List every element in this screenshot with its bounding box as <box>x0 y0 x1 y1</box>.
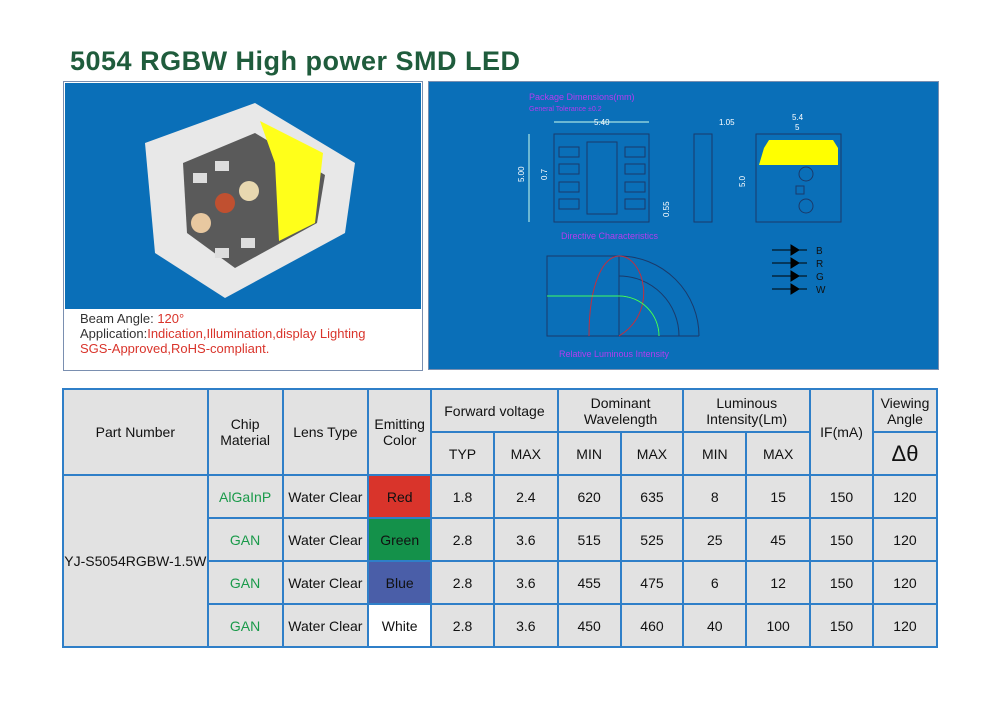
vf-typ-cell: 2.8 <box>430 603 495 648</box>
lens-type-cell: Water Clear <box>281 560 370 605</box>
intensity-label: Relative Luminous Intensity <box>559 349 670 359</box>
lm-min-cell: 40 <box>682 603 748 648</box>
part-number-cell: YJ-S5054RGBW-1.5W <box>62 474 209 648</box>
header-lm-max: MAX <box>745 431 812 476</box>
pin-label-b: B <box>816 246 823 257</box>
beam-angle-label: Beam Angle: <box>80 311 158 326</box>
emitting-color-cell: Blue <box>367 560 433 605</box>
dim-height: 5.00 <box>517 166 526 182</box>
header-vf-typ: TYP <box>430 431 495 476</box>
directive-title: Directive Characteristics <box>561 231 659 241</box>
application-value: Indication,Illumination,display Lighting <box>147 326 366 341</box>
header-dominant-wavelength: Dominant Wavelength <box>556 388 685 433</box>
vf-max-cell: 3.6 <box>492 517 559 562</box>
header-forward-voltage: Forward voltage <box>430 388 559 433</box>
header-viewing-angle: Viewing Angle <box>871 388 939 433</box>
side-view-drawing <box>693 133 713 223</box>
pin-label-w: W <box>816 285 826 296</box>
lm-min-cell: 25 <box>682 517 748 562</box>
front-view-drawing <box>755 133 842 223</box>
tolerance-text: General Tolerance ±0.2 <box>529 106 602 113</box>
certification-text: SGS-Approved,RoHS-compliant. <box>80 341 270 356</box>
pin-diagram <box>772 244 807 295</box>
lens-type-cell: Water Clear <box>281 517 370 562</box>
table-row: GAN Water Clear Green 2.8 3.6 515 525 25 45 150 12… <box>63 517 939 562</box>
dim-width: 5.40 <box>594 118 610 127</box>
application-label: Application: <box>80 326 148 341</box>
pin-label-r: R <box>816 259 823 270</box>
vf-max-cell: 3.6 <box>492 560 559 605</box>
if-cell: 150 <box>809 474 874 519</box>
lm-max-cell: 45 <box>745 517 812 562</box>
chip-material-cell: GAN <box>206 603 284 648</box>
header-part-number: Part Number <box>62 388 209 476</box>
vf-typ-cell: 2.8 <box>430 517 495 562</box>
spec-table: Part Number Chip Material Lens Type Emit… <box>62 388 939 648</box>
vf-typ-cell: 1.8 <box>430 474 495 519</box>
wl-min-cell: 455 <box>556 560 622 605</box>
lm-min-cell: 8 <box>682 474 748 519</box>
wl-max-cell: 525 <box>619 517 685 562</box>
wl-min-cell: 620 <box>556 474 622 519</box>
header-wl-max: MAX <box>619 431 685 476</box>
wl-min-cell: 450 <box>556 603 622 648</box>
header-vf-max: MAX <box>492 431 559 476</box>
dim-pad: 0.55 <box>662 201 671 217</box>
header-emitting-color: Emitting Color <box>367 388 433 476</box>
chip-material-cell: AlGaInP <box>206 474 284 519</box>
wl-min-cell: 515 <box>556 517 622 562</box>
lens-type-cell: Water Clear <box>281 474 370 519</box>
header-if: IF(mA) <box>809 388 874 476</box>
header-lm-min: MIN <box>682 431 748 476</box>
vf-max-cell: 2.4 <box>492 474 559 519</box>
beam-angle-value: 120° <box>157 311 185 326</box>
dim-pitch: 0.7 <box>540 168 549 180</box>
chip-material-cell: GAN <box>206 517 284 562</box>
dimensions-panel: Package Dimensions(mm) General Tolerance… <box>428 81 939 370</box>
lm-min-cell: 6 <box>682 560 748 605</box>
lm-max-cell: 12 <box>745 560 812 605</box>
if-cell: 150 <box>809 603 874 648</box>
package-dimensions-title: Package Dimensions(mm) <box>529 92 635 102</box>
viewing-angle-cell: 120 <box>871 603 939 648</box>
emitting-color-cell: Green <box>367 517 433 562</box>
wl-max-cell: 475 <box>619 560 685 605</box>
dim-inner-width: 5 <box>795 123 800 132</box>
table-row: YJ-S5054RGBW-1.5W AlGaInP Water Clear Red 1.… <box>62 474 939 648</box>
dim-side-height: 5.0 <box>738 175 747 187</box>
viewing-angle-cell: 120 <box>871 560 939 605</box>
header-chip-material: Chip Material <box>206 388 284 476</box>
dim-thickness: 1.05 <box>719 118 735 127</box>
led-photo <box>65 83 421 309</box>
lens-type-cell: Water Clear <box>281 603 370 648</box>
viewing-angle-cell: 120 <box>871 517 939 562</box>
lm-max-cell: 100 <box>745 603 812 648</box>
header-wl-min: MIN <box>556 431 622 476</box>
radiation-pattern-chart <box>546 255 700 337</box>
header-lens-type: Lens Type <box>281 388 370 476</box>
product-photo-panel: Beam Angle: 120° Application:Indication,… <box>63 81 423 371</box>
lm-max-cell: 15 <box>745 474 812 519</box>
dim-outer-width: 5.4 <box>792 113 804 122</box>
wl-max-cell: 635 <box>619 474 685 519</box>
top-view-drawing <box>528 121 650 223</box>
wl-max-cell: 460 <box>619 603 685 648</box>
table-row: GAN Water Clear White 2.8 3.6 450 460 40 100 150 1… <box>63 603 939 648</box>
emitting-color-cell: Red <box>367 474 433 519</box>
viewing-angle-cell: 120 <box>871 474 939 519</box>
pin-label-g: G <box>816 272 824 283</box>
if-cell: 150 <box>809 560 874 605</box>
header-delta-theta: Δθ <box>871 431 939 476</box>
table-row: GAN Water Clear Blue 2.8 3.6 455 475 6 12 150 120 <box>63 560 939 605</box>
vf-max-cell: 3.6 <box>492 603 559 648</box>
page-title: 5054 RGBW High power SMD LED <box>70 46 521 76</box>
vf-typ-cell: 2.8 <box>430 560 495 605</box>
if-cell: 150 <box>809 517 874 562</box>
chip-material-cell: GAN <box>206 560 284 605</box>
emitting-color-cell: White <box>367 603 433 648</box>
header-luminous-intensity: Luminous Intensity(Lm) <box>682 388 812 433</box>
